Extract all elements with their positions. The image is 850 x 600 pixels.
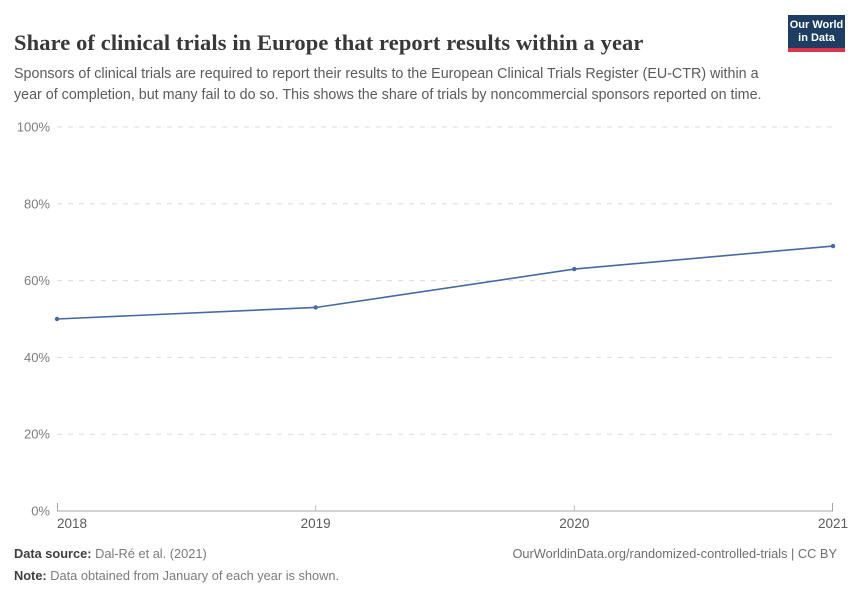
chart-line-series-0 [56, 245, 834, 320]
y-tick-label-0: 0% [31, 504, 50, 519]
y-tick-label-20: 20% [24, 427, 50, 442]
data-point-2020[interactable] [572, 266, 577, 272]
owid-cc-link[interactable]: OurWorldinData.org/randomized-controlled… [512, 546, 837, 561]
chart-footer: Data source: Dal-Ré et al. (2021) OurWor… [14, 546, 837, 583]
x-tick-label-2020: 2020 [559, 516, 589, 531]
note-line: Note: Data obtained from January of each… [14, 568, 837, 583]
page-title: Share of clinical trials in Europe that … [14, 30, 644, 56]
owid-logo-text-line2: in Data [798, 31, 835, 44]
owid-logo[interactable]: Our World in Data [788, 15, 845, 52]
x-tick-label-2019: 2019 [301, 516, 331, 531]
x-tick-label-2021: 2021 [818, 516, 848, 531]
chart-subtitle: Sponsors of clinical trials are required… [14, 66, 762, 104]
data-point-2018[interactable] [54, 316, 60, 322]
y-tick-label-60: 60% [24, 273, 50, 288]
data-point-2021[interactable] [830, 243, 836, 249]
data-source-value: Dal-Ré et al. (2021) [91, 546, 207, 561]
x-tick-label-2018: 2018 [57, 516, 87, 531]
line-chart: 0% 20% 40% 60% 80% 100% 2018 2019 2020 2021 [17, 120, 848, 532]
data-source-line: Data source: Dal-Ré et al. (2021) [14, 546, 207, 561]
data-source-label: Data source: [14, 546, 92, 561]
y-tick-label-40: 40% [24, 350, 50, 365]
owid-logo-text-line1: Our World [789, 19, 844, 31]
y-tick-label-80: 80% [24, 196, 50, 211]
note-label: Note: [14, 568, 47, 583]
note-value: Data obtained from January of each year … [46, 568, 340, 583]
data-point-2019[interactable] [313, 305, 318, 310]
y-tick-label-100: 100% [17, 120, 51, 135]
